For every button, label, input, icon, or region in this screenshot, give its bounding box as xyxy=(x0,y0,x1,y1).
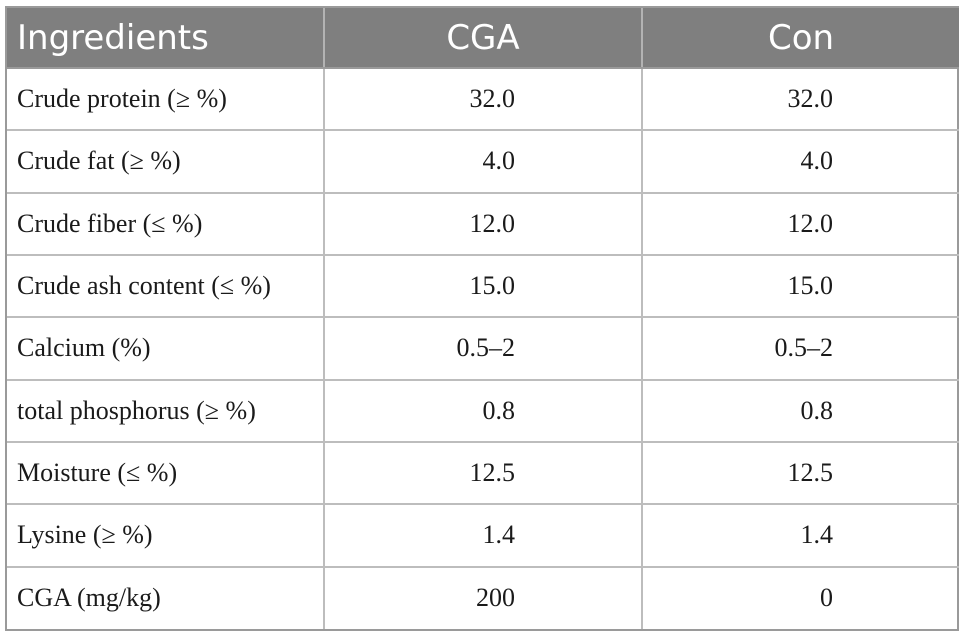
con-value: 4.0 xyxy=(800,146,834,176)
ingredient-name: Crude protein (≥ %) xyxy=(7,66,324,131)
table-row: Crude protein (≥ %) 32.0 32.0 xyxy=(7,66,959,131)
table-row: total phosphorus (≥ %) 0.8 0.8 xyxy=(7,378,959,442)
cga-value: 0.5–2 xyxy=(456,333,516,363)
ingredient-name: Crude ash content (≤ %) xyxy=(7,253,324,318)
ingredients-table: Ingredients CGA Con Crude protein (≥ %) … xyxy=(7,8,959,629)
cga-value: 200 xyxy=(476,583,515,613)
cga-value: 1.4 xyxy=(482,520,516,550)
ingredient-name: Calcium (%) xyxy=(7,316,324,380)
cga-value: 12.5 xyxy=(469,458,516,488)
ingredient-name: Crude fiber (≤ %) xyxy=(7,191,324,255)
table-row: Crude fiber (≤ %) 12.0 12.0 xyxy=(7,191,959,255)
header-cga: CGA xyxy=(323,8,642,69)
table-row: Crude fat (≥ %) 4.0 4.0 xyxy=(7,129,959,193)
ingredient-name: CGA (mg/kg) xyxy=(7,565,324,629)
table-row: Crude ash content (≤ %) 15.0 15.0 xyxy=(7,253,959,318)
con-value: 0.5–2 xyxy=(774,333,834,363)
ingredient-name: Crude fat (≥ %) xyxy=(7,129,324,193)
table-row: Calcium (%) 0.5–2 0.5–2 xyxy=(7,316,959,380)
header-con: Con xyxy=(641,8,959,69)
ingredients-table-container: Ingredients CGA Con Crude protein (≥ %) … xyxy=(5,6,959,631)
ingredient-name: total phosphorus (≥ %) xyxy=(7,378,324,442)
con-value: 15.0 xyxy=(787,271,834,301)
con-value: 0.8 xyxy=(800,395,834,425)
cga-value: 12.0 xyxy=(469,208,516,238)
table-row: Lysine (≥ %) 1.4 1.4 xyxy=(7,503,959,567)
table-row: Moisture (≤ %) 12.5 12.5 xyxy=(7,440,959,505)
con-value: 0 xyxy=(820,583,833,613)
con-value: 32.0 xyxy=(787,84,834,114)
table-header-row: Ingredients CGA Con xyxy=(7,8,959,69)
con-value: 12.5 xyxy=(787,458,834,488)
con-value: 1.4 xyxy=(800,520,834,550)
cga-value: 15.0 xyxy=(469,271,516,301)
header-ingredients: Ingredients xyxy=(7,8,324,69)
ingredient-name: Moisture (≤ %) xyxy=(7,440,324,505)
ingredient-name: Lysine (≥ %) xyxy=(7,503,324,567)
cga-value: 4.0 xyxy=(482,146,516,176)
con-value: 12.0 xyxy=(787,208,834,238)
cga-value: 0.8 xyxy=(482,395,516,425)
table-row: CGA (mg/kg) 200 0 xyxy=(7,565,959,629)
cga-value: 32.0 xyxy=(469,84,516,114)
